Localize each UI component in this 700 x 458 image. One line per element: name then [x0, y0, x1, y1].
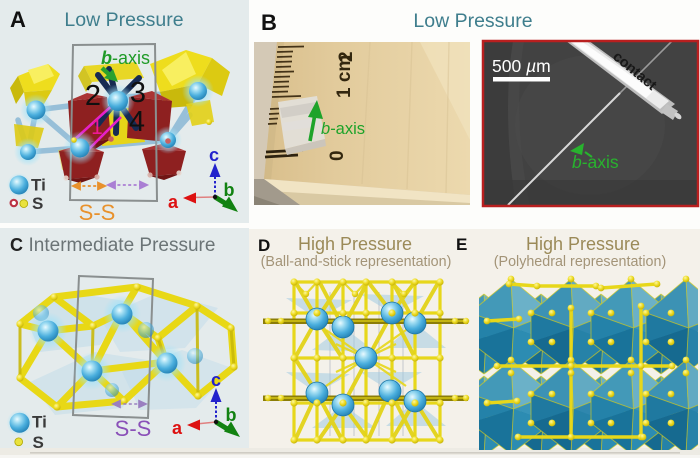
svg-text:Intermediate Pressure: Intermediate Pressure [29, 235, 216, 256]
svg-text:Low Pressure: Low Pressure [413, 10, 532, 32]
svg-text:S: S [32, 194, 43, 213]
svg-text:D: D [258, 236, 270, 255]
svg-text:b-axis: b-axis [572, 152, 619, 172]
svg-text:b-axis: b-axis [101, 48, 150, 68]
svg-text:(Ball-and-stick representation: (Ball-and-stick representation) [261, 254, 452, 270]
svg-text:a: a [172, 418, 183, 438]
svg-text:b: b [224, 180, 235, 200]
svg-text:4: 4 [129, 106, 145, 138]
svg-text:S-S: S-S [79, 200, 116, 225]
svg-text:A: A [10, 7, 26, 32]
svg-text:c: c [209, 145, 219, 165]
svg-text:Ti: Ti [31, 176, 46, 195]
svg-text:C: C [10, 235, 23, 255]
svg-text:Ti: Ti [32, 413, 47, 432]
svg-text:(Polyhedral representation): (Polyhedral representation) [494, 254, 666, 270]
svg-text:B: B [261, 10, 277, 35]
svg-text:2: 2 [336, 51, 357, 62]
svg-text:S: S [33, 433, 44, 452]
svg-text:a: a [168, 192, 179, 212]
svg-text:500 µm: 500 µm [492, 56, 551, 76]
svg-text:1 cm: 1 cm [334, 55, 355, 98]
svg-text:E: E [456, 235, 467, 254]
svg-text:High Pressure: High Pressure [526, 234, 640, 254]
svg-text:S-S: S-S [115, 416, 152, 441]
svg-text:1: 1 [91, 116, 103, 139]
svg-text:Low Pressure: Low Pressure [64, 9, 183, 31]
svg-text:2: 2 [85, 80, 101, 112]
svg-text:0: 0 [327, 150, 348, 161]
svg-text:c: c [211, 370, 221, 390]
svg-text:b-axis: b-axis [321, 120, 365, 138]
svg-text:3: 3 [130, 77, 146, 109]
svg-text:b: b [226, 405, 237, 425]
svg-text:High Pressure: High Pressure [298, 234, 412, 254]
